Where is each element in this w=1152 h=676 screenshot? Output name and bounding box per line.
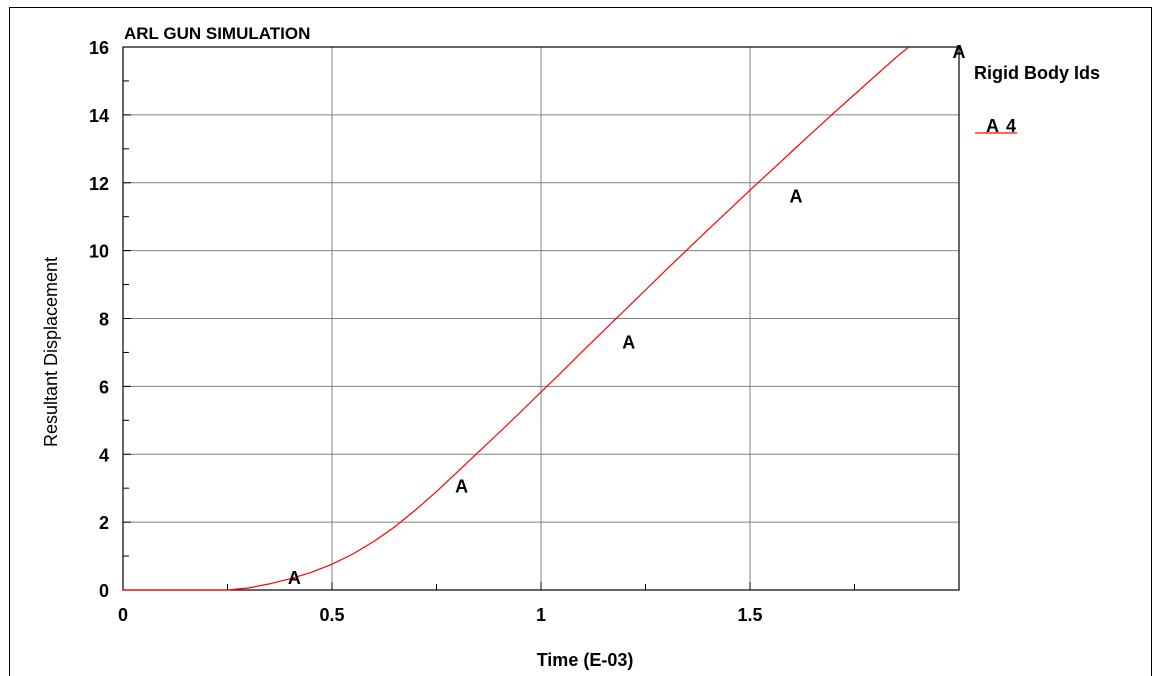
series-line (123, 46, 910, 591)
legend-entry-label: 4 (1006, 116, 1016, 136)
series-marker: A (288, 568, 301, 588)
series-layer (123, 46, 910, 591)
x-tick-label: 1 (536, 605, 546, 625)
y-tick-label: 8 (99, 310, 109, 330)
series-marker: A (789, 186, 802, 206)
y-tick-label: 0 (99, 581, 109, 601)
series-markers: A A A A A (288, 42, 966, 588)
legend-title: Rigid Body Ids (974, 63, 1100, 83)
y-tick-label: 6 (99, 377, 109, 397)
y-axis-label: Resultant Displacement (41, 257, 61, 447)
y-tick-label: 12 (89, 174, 109, 194)
chart-title: ARL GUN SIMULATION (124, 24, 310, 43)
y-tick-label: 14 (89, 106, 109, 126)
x-axis-label: Time (E-03) (537, 650, 634, 670)
legend-entry-marker: A (986, 116, 999, 136)
y-tick-label: 10 (89, 242, 109, 262)
grid-lines (123, 47, 959, 590)
series-marker: A (455, 476, 468, 496)
tick-labels: 0 2 4 6 8 10 12 14 16 0 0.5 1 1.5 (89, 38, 763, 625)
y-tick-label: 2 (99, 513, 109, 533)
y-tick-label: 16 (89, 38, 109, 58)
series-marker: A (622, 332, 635, 352)
series-marker: A (953, 42, 966, 62)
y-tick-label: 4 (99, 445, 109, 465)
x-tick-label: 0 (118, 605, 128, 625)
legend: Rigid Body Ids A 4 (974, 63, 1100, 136)
x-tick-label: 0.5 (319, 605, 344, 625)
x-tick-label: 1.5 (737, 605, 762, 625)
